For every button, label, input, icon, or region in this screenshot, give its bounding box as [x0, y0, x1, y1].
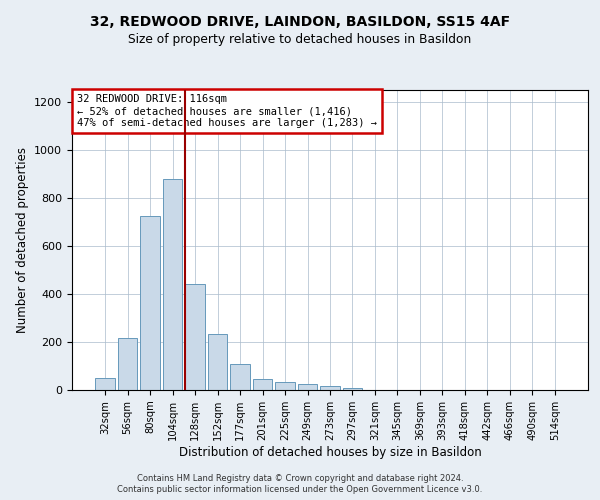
- Bar: [230, 364, 250, 390]
- X-axis label: Distribution of detached houses by size in Basildon: Distribution of detached houses by size …: [179, 446, 481, 458]
- Bar: [298, 384, 317, 390]
- Bar: [275, 382, 295, 390]
- Text: Size of property relative to detached houses in Basildon: Size of property relative to detached ho…: [128, 32, 472, 46]
- Bar: [343, 388, 362, 390]
- Text: 32, REDWOOD DRIVE, LAINDON, BASILDON, SS15 4AF: 32, REDWOOD DRIVE, LAINDON, BASILDON, SS…: [90, 15, 510, 29]
- Text: 32 REDWOOD DRIVE: 116sqm
← 52% of detached houses are smaller (1,416)
47% of sem: 32 REDWOOD DRIVE: 116sqm ← 52% of detach…: [77, 94, 377, 128]
- Y-axis label: Number of detached properties: Number of detached properties: [16, 147, 29, 333]
- Text: Contains HM Land Registry data © Crown copyright and database right 2024.
Contai: Contains HM Land Registry data © Crown c…: [118, 474, 482, 494]
- Bar: [253, 378, 272, 390]
- Bar: [118, 338, 137, 390]
- Bar: [140, 216, 160, 390]
- Bar: [320, 386, 340, 390]
- Bar: [163, 180, 182, 390]
- Bar: [95, 378, 115, 390]
- Bar: [208, 334, 227, 390]
- Bar: [185, 284, 205, 390]
